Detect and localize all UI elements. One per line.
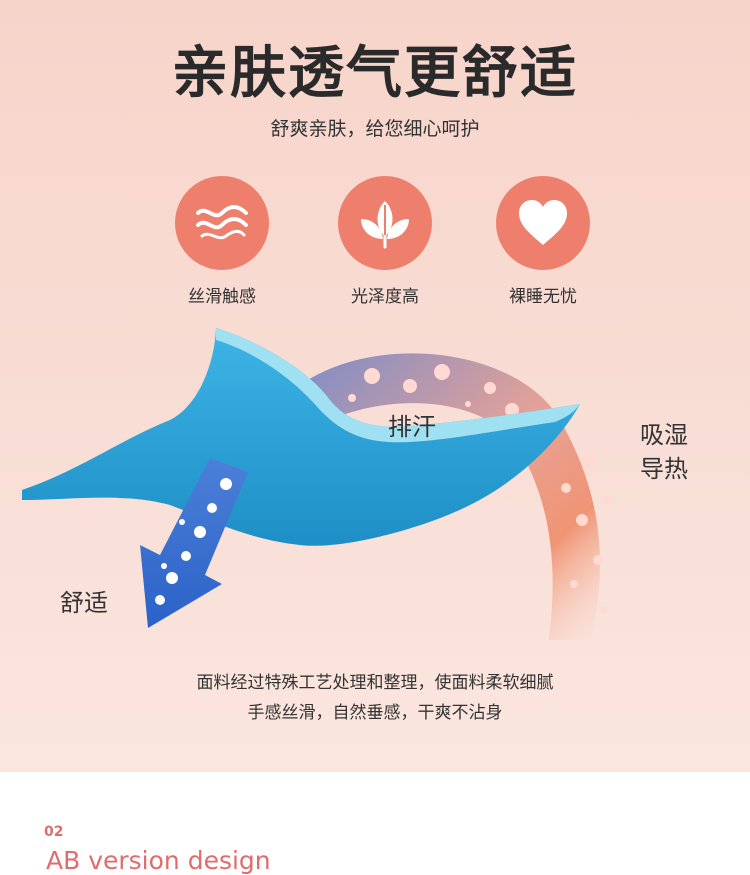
comfort-bubbles bbox=[155, 478, 232, 605]
feature-label: 丝滑触感 bbox=[188, 287, 256, 307]
feature-circle bbox=[175, 176, 269, 270]
fabric-sheet bbox=[22, 328, 580, 546]
comfort-panel: 亲肤透气更舒适 舒爽亲肤，给您细心呵护 丝滑触感 光泽度高 bbox=[0, 0, 750, 772]
leaf-icon bbox=[361, 201, 409, 249]
page-subtitle: 舒爽亲肤，给您细心呵护 bbox=[270, 118, 480, 140]
feature-naked-sleep: 裸睡无忧 bbox=[473, 176, 613, 307]
moisture-label-line-1: 吸湿 bbox=[640, 421, 688, 449]
feature-label: 裸睡无忧 bbox=[509, 287, 577, 307]
moisture-bubbles bbox=[348, 364, 610, 613]
feature-circle bbox=[496, 176, 590, 270]
sweat-label: 排汗 bbox=[388, 413, 436, 441]
page-title: 亲肤透气更舒适 bbox=[172, 41, 578, 106]
feature-circle bbox=[338, 176, 432, 270]
moisture-label-line-2: 导热 bbox=[640, 455, 688, 483]
comfort-label: 舒适 bbox=[60, 589, 108, 617]
fabric-description: 面料经过特殊工艺处理和整理，使面料柔软细腻 手感丝滑，自然垂感，干爽不沾身 bbox=[0, 668, 750, 728]
heart-icon bbox=[519, 200, 567, 245]
feature-gloss: 光泽度高 bbox=[315, 176, 455, 307]
section-number: 02 bbox=[44, 824, 64, 840]
fabric-illustration bbox=[22, 328, 610, 640]
feature-silky: 丝滑触感 bbox=[152, 176, 292, 307]
wave-icon bbox=[196, 205, 248, 240]
description-line: 面料经过特殊工艺处理和整理，使面料柔软细腻 bbox=[196, 673, 554, 693]
section-title: AB version design bbox=[46, 846, 271, 875]
feature-label: 光泽度高 bbox=[351, 287, 419, 307]
description-line: 手感丝滑，自然垂感，干爽不沾身 bbox=[247, 703, 503, 723]
comfort-arrow bbox=[140, 458, 248, 628]
